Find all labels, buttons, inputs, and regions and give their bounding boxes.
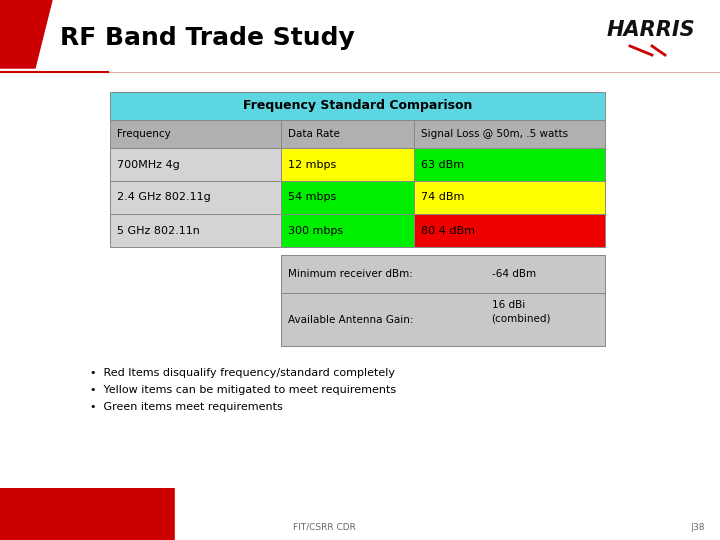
Text: 300 mbps: 300 mbps (288, 226, 343, 235)
Text: •  Green items meet requirements: • Green items meet requirements (90, 402, 283, 412)
Text: 12 mbps: 12 mbps (288, 159, 336, 170)
Bar (0, 0, 720, 72)
Text: Available Antenna Gain:: Available Antenna Gain: (288, 315, 413, 325)
Bar (281, 120, 415, 148)
Text: RF Band Trade Study: RF Band Trade Study (60, 26, 355, 50)
Bar (110, 214, 281, 247)
Bar (110, 181, 281, 214)
Text: 2.4 GHz 802.11g: 2.4 GHz 802.11g (117, 192, 211, 202)
Bar (281, 181, 415, 214)
Polygon shape (0, 0, 52, 68)
Text: HARRIS: HARRIS (606, 20, 695, 40)
Text: Minimum receiver dBm:: Minimum receiver dBm: (288, 269, 413, 279)
Text: Signal Loss @ 50m, .5 watts: Signal Loss @ 50m, .5 watts (421, 129, 569, 139)
Text: •  Red Items disqualify frequency/standard completely: • Red Items disqualify frequency/standar… (90, 368, 395, 378)
Text: FIT/CSRR CDR: FIT/CSRR CDR (292, 523, 356, 532)
Bar (110, 92, 605, 120)
Bar (415, 214, 605, 247)
Text: 700MHz 4g: 700MHz 4g (117, 159, 180, 170)
Text: 80.4 dBm: 80.4 dBm (421, 226, 475, 235)
Text: -64 dBm: -64 dBm (492, 269, 536, 279)
Text: 5 GHz 802.11n: 5 GHz 802.11n (117, 226, 200, 235)
Text: Frequency Standard Comparison: Frequency Standard Comparison (243, 99, 472, 112)
Bar (110, 120, 281, 148)
Bar (415, 120, 605, 148)
Text: •  Yellow items can be mitigated to meet requirements: • Yellow items can be mitigated to meet … (90, 385, 396, 395)
Text: Data Rate: Data Rate (288, 129, 340, 139)
Text: |38: |38 (690, 523, 705, 532)
Bar (281, 148, 415, 181)
Bar (281, 214, 415, 247)
Text: Frequency: Frequency (117, 129, 171, 139)
Text: 74 dBm: 74 dBm (421, 192, 465, 202)
Text: 63 dBm: 63 dBm (421, 159, 464, 170)
Text: 54 mbps: 54 mbps (288, 192, 336, 202)
Bar (415, 148, 605, 181)
Text: 16 dBi
(combined): 16 dBi (combined) (492, 300, 551, 323)
Bar (110, 148, 281, 181)
Bar (281, 255, 605, 293)
Bar (281, 293, 605, 346)
Bar (0, 488, 175, 540)
Polygon shape (175, 488, 220, 540)
Bar (415, 181, 605, 214)
